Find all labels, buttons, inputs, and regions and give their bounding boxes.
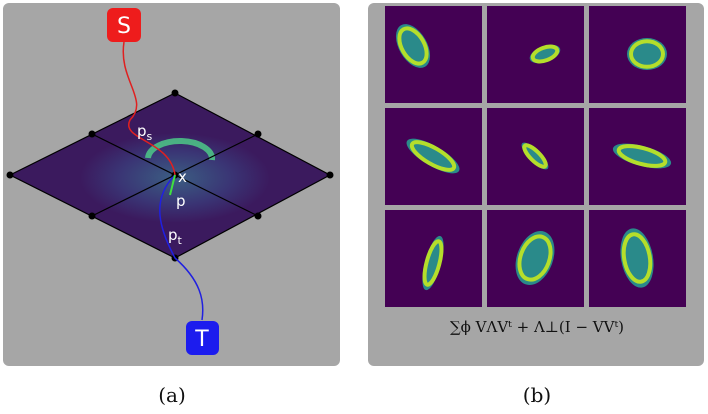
ps-sub: s	[147, 130, 153, 143]
pt-sub: t	[178, 234, 183, 247]
blob	[521, 142, 549, 170]
blob-rim	[522, 143, 548, 169]
blob-rim	[616, 144, 668, 168]
source-box	[107, 8, 141, 42]
ring	[145, 138, 216, 161]
pt-label: pt	[168, 226, 183, 247]
target-path	[159, 174, 204, 321]
blob-rim	[621, 232, 653, 284]
blob	[406, 138, 460, 174]
target-box	[186, 321, 219, 355]
x-label: x	[178, 168, 187, 186]
caption-b: (b)	[523, 383, 551, 407]
p-label: p	[176, 192, 186, 210]
pt-base: p	[168, 226, 178, 244]
blob-rim	[629, 39, 665, 69]
formula: ∑ϕ VΛVᵗ + Λ⊥(I − VVᵗ)	[450, 318, 624, 336]
tile	[385, 6, 482, 103]
ps-label: ps	[137, 122, 153, 143]
direction-p	[169, 174, 176, 196]
blob	[422, 235, 444, 291]
blob-rim	[422, 239, 444, 287]
blob-rim	[517, 234, 553, 282]
ps-base: p	[137, 122, 147, 140]
tile-grid	[385, 6, 686, 307]
source-label: S	[117, 14, 131, 39]
blob	[395, 24, 431, 68]
blob-rim	[397, 26, 429, 66]
blob	[612, 143, 672, 169]
blob-rim	[530, 44, 560, 64]
blob-rim	[409, 140, 457, 172]
caption-a: (a)	[158, 383, 186, 407]
source-path	[122, 41, 176, 176]
target-label: T	[194, 327, 209, 352]
